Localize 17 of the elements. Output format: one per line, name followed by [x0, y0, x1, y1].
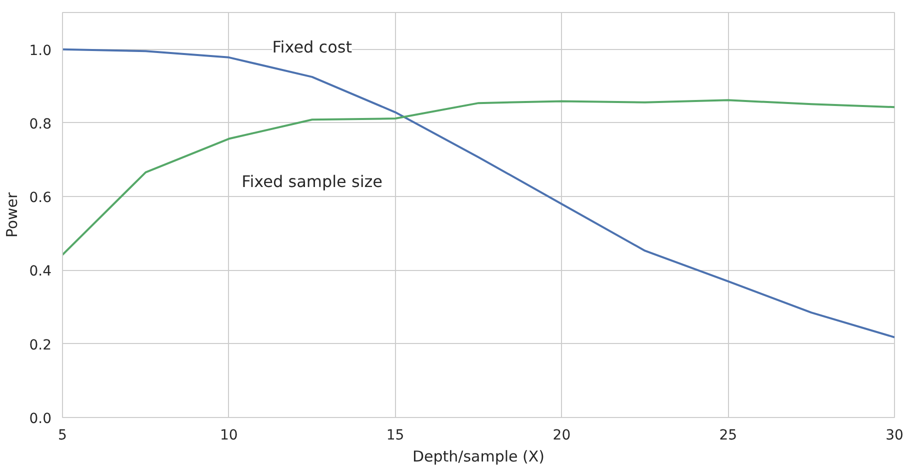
x-tick-label: 5: [58, 428, 67, 444]
y-tick-label: 0.4: [29, 264, 52, 280]
line-series: [62, 99, 894, 256]
y-tick-label: 0.0: [29, 411, 52, 427]
series-label: Fixed cost: [272, 37, 352, 56]
text: Fixed sample size: [242, 172, 383, 192]
x-tick-label: 20: [552, 428, 571, 444]
x-axis-title: Depth/sample (X): [412, 448, 545, 466]
x-tick-label: 25: [719, 428, 738, 444]
x-tick-label: 10: [220, 428, 238, 444]
y-tick-label: 0.8: [29, 116, 52, 132]
y-axis-title: Power: [3, 191, 22, 238]
y-tick-label: 1.0: [29, 42, 52, 59]
x-tick-label: 15: [386, 428, 404, 444]
y-tick-label: 0.2: [29, 337, 52, 354]
x-tick-label: 30: [886, 428, 904, 444]
y-tick-label: 0.6: [29, 190, 52, 206]
